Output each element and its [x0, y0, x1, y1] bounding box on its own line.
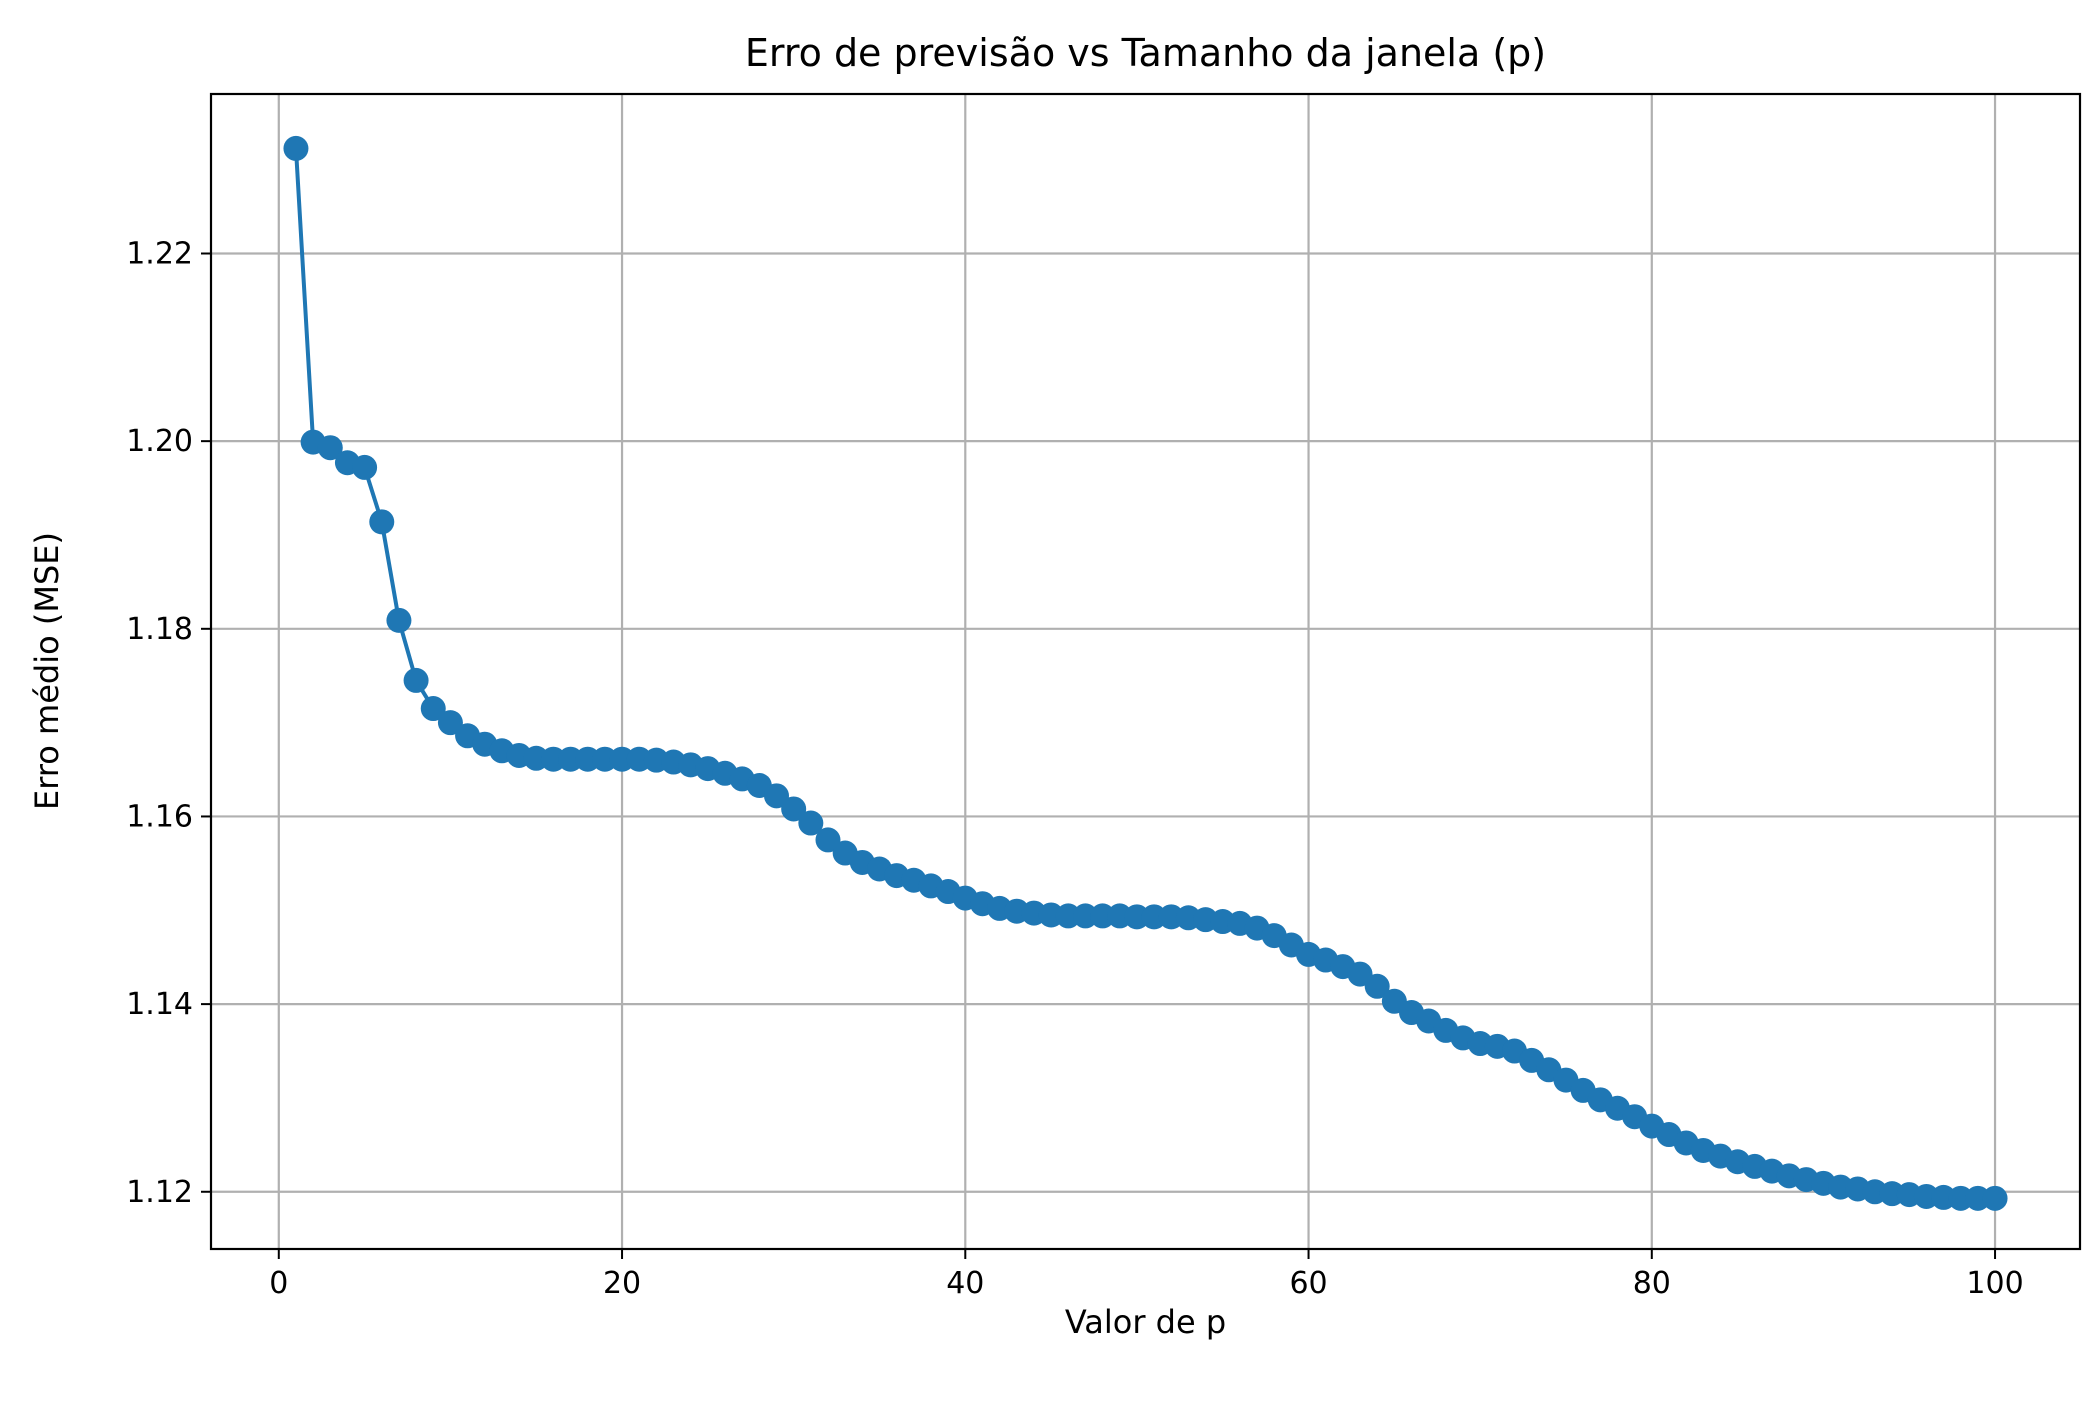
- x-tick-label: 40: [946, 1266, 984, 1301]
- data-point: [609, 746, 635, 772]
- data-point: [592, 746, 618, 772]
- data-point: [815, 827, 841, 853]
- plot-frame: [209, 92, 2082, 1251]
- data-point: [420, 696, 446, 722]
- data-point: [317, 435, 343, 461]
- data-point: [1982, 1185, 2008, 1211]
- data-point: [575, 746, 601, 772]
- y-tick-label: 1.20: [126, 424, 193, 459]
- data-point: [1124, 904, 1150, 930]
- data-point: [1364, 973, 1390, 999]
- data-point: [369, 509, 395, 535]
- grid: [211, 94, 2080, 1249]
- data-point: [352, 454, 378, 480]
- y-tick-label: 1.16: [126, 799, 193, 834]
- data-point: [1948, 1185, 1974, 1211]
- x-axis-label: Valor de p: [1065, 1303, 1226, 1341]
- x-tick-label: 80: [1633, 1266, 1671, 1301]
- data-point: [283, 135, 309, 161]
- data-point: [781, 796, 807, 822]
- data-point: [798, 810, 824, 836]
- data-point: [1141, 904, 1167, 930]
- y-tick-label: 1.12: [126, 1175, 193, 1210]
- data-point: [386, 607, 412, 633]
- y-axis-label: Erro médio (MSE): [28, 532, 66, 810]
- y-tick-label: 1.14: [126, 987, 193, 1022]
- data-point: [1090, 903, 1116, 929]
- data-point: [1072, 903, 1098, 929]
- data-point: [403, 667, 429, 693]
- y-tick-label: 1.18: [126, 612, 193, 647]
- x-tick-label: 100: [1966, 1266, 2023, 1301]
- x-tick-label: 20: [603, 1266, 641, 1301]
- y-tick-label: 1.22: [126, 237, 193, 272]
- data-point: [1965, 1185, 1991, 1211]
- data-point: [437, 710, 463, 736]
- data-point: [764, 783, 790, 809]
- data-series: [283, 135, 2008, 1211]
- data-point: [540, 746, 566, 772]
- x-tick-label: 60: [1289, 1266, 1327, 1301]
- data-point: [1055, 903, 1081, 929]
- x-tick-label: 0: [269, 1266, 288, 1301]
- data-point: [558, 746, 584, 772]
- x-axis-ticks: 0 20 40 60 80 100: [269, 1249, 2024, 1301]
- y-axis-ticks: 1.12 1.14 1.16 1.18 1.20 1.22: [126, 237, 211, 1210]
- chart-title: Erro de previsão vs Tamanho da janela (p…: [745, 31, 1546, 75]
